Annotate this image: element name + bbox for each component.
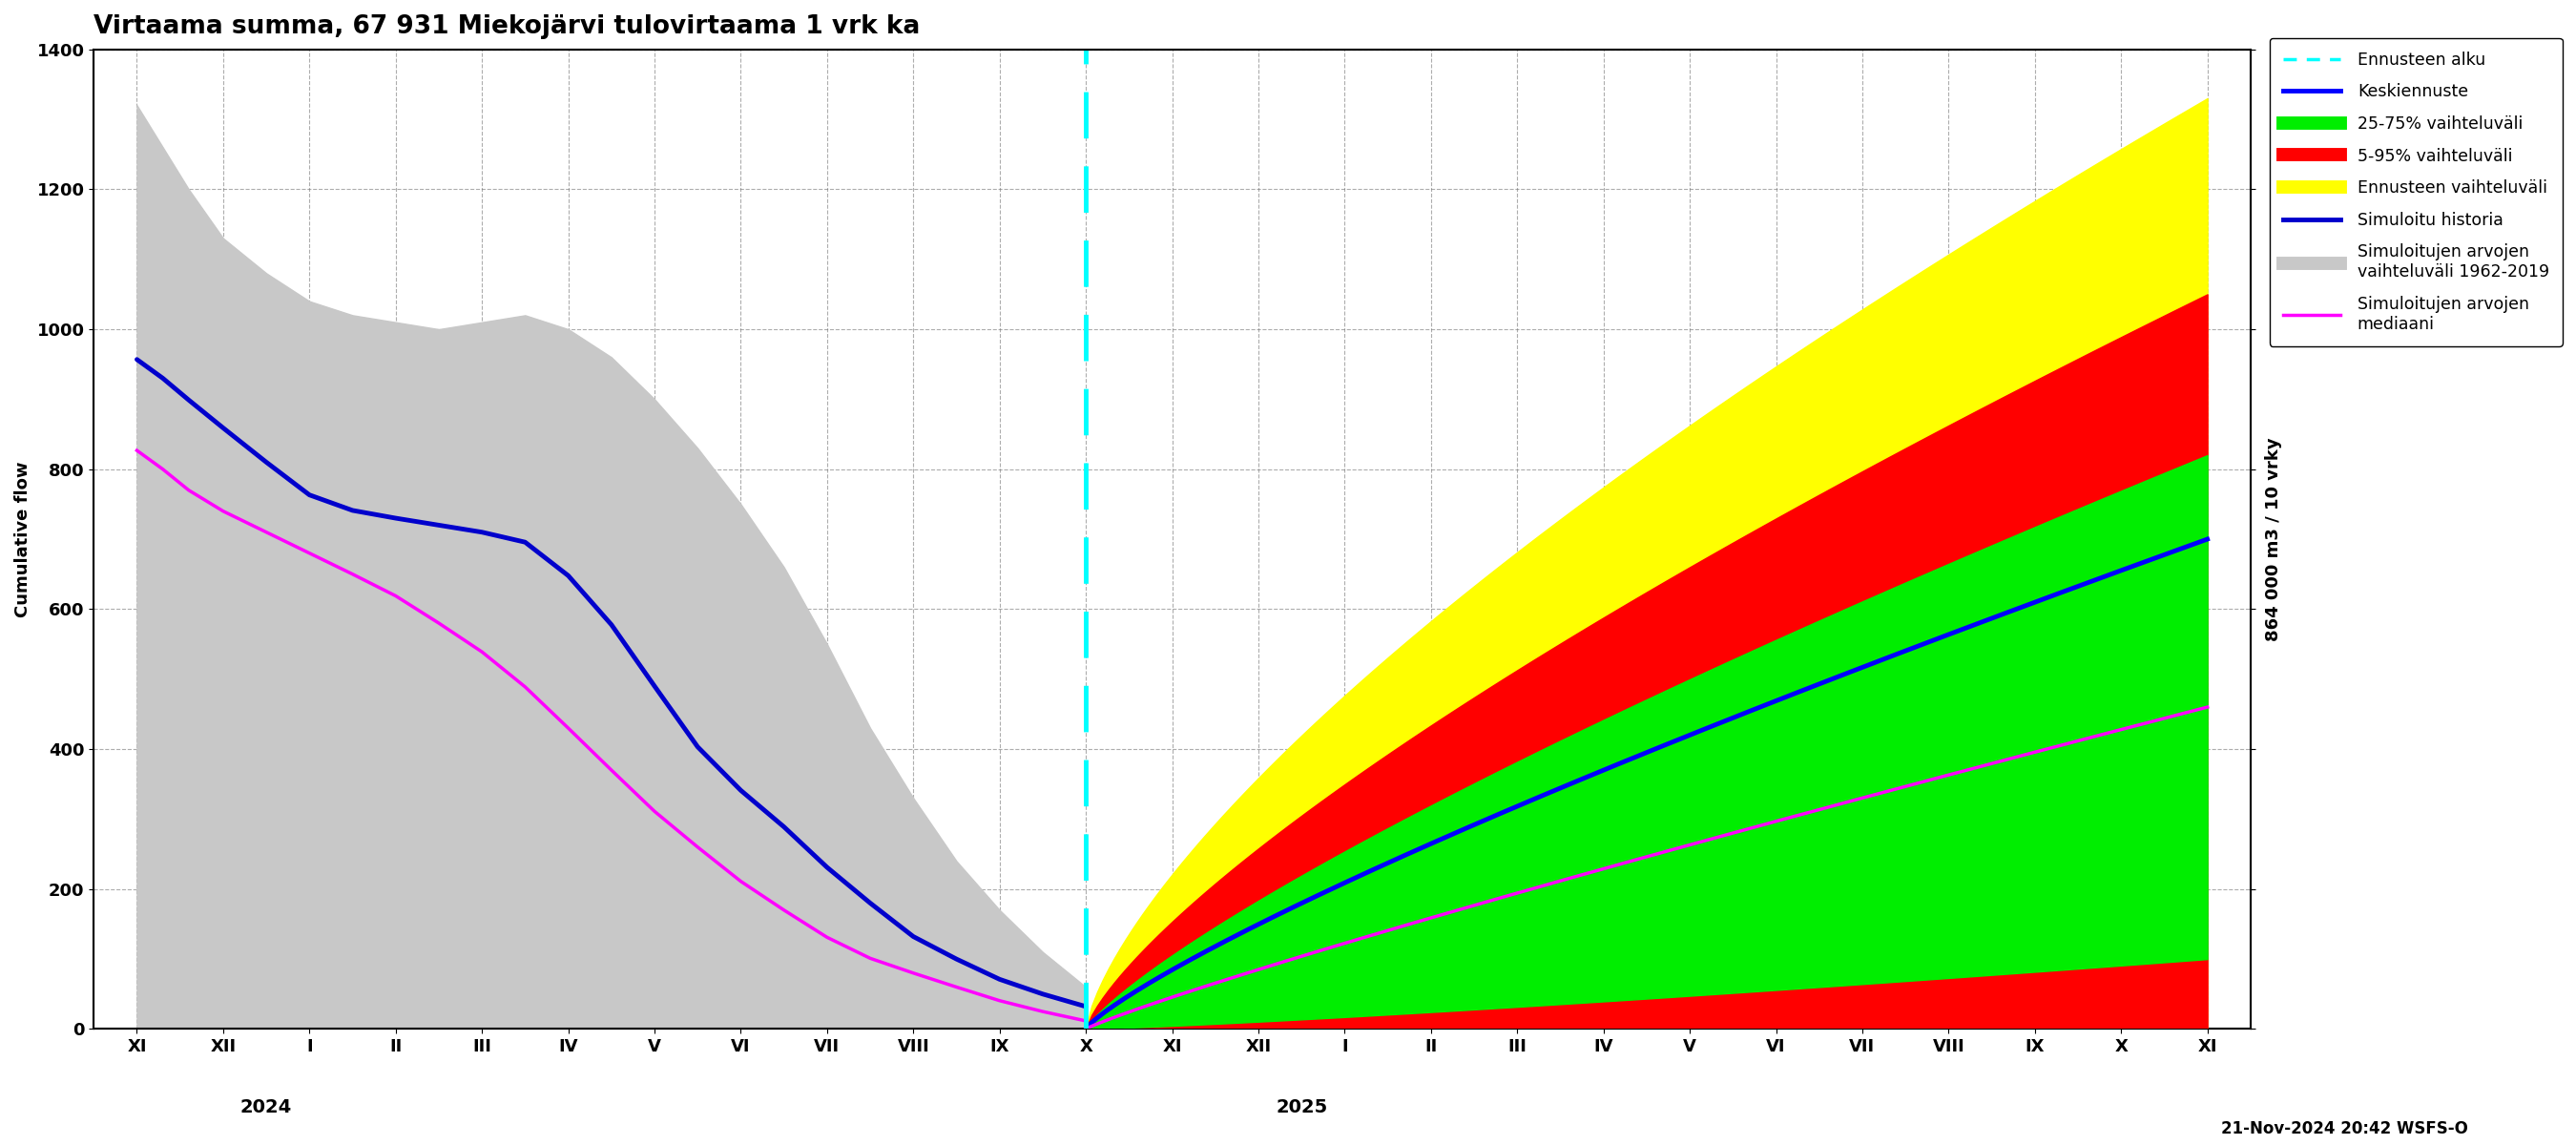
Text: Virtaama summa, 67 931 Miekojärvi tulovirtaama 1 vrk ka: Virtaama summa, 67 931 Miekojärvi tulovi…	[93, 14, 920, 39]
Text: 2025: 2025	[1275, 1098, 1327, 1116]
Text: 21-Nov-2024 20:42 WSFS-O: 21-Nov-2024 20:42 WSFS-O	[2221, 1120, 2468, 1137]
Legend: Ennusteen alku, Keskiennuste, 25-75% vaihteluväli, 5-95% vaihteluväli, Ennusteen: Ennusteen alku, Keskiennuste, 25-75% vai…	[2269, 38, 2563, 346]
Text: 2024: 2024	[240, 1098, 291, 1116]
Y-axis label: 864 000 m3 / 10 vrky: 864 000 m3 / 10 vrky	[2264, 437, 2282, 641]
Y-axis label: Cumulative flow: Cumulative flow	[15, 461, 31, 617]
